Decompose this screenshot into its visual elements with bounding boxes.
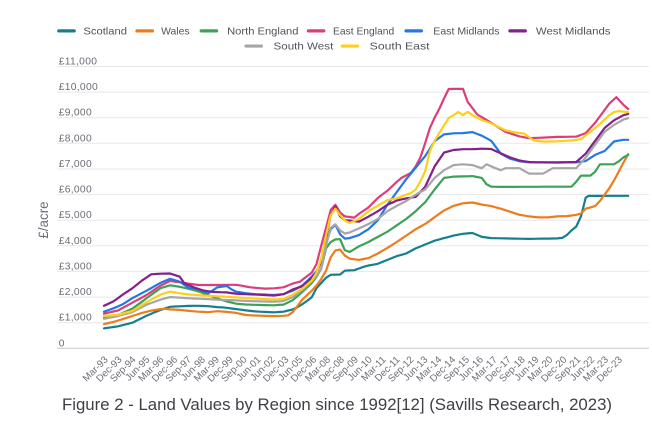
svg-text:£6,000: £6,000 <box>59 185 92 196</box>
svg-text:West Midlands: West Midlands <box>536 26 611 37</box>
svg-text:North England: North England <box>227 26 299 37</box>
svg-text:Scotland: Scotland <box>83 26 127 37</box>
svg-text:£10,000: £10,000 <box>59 82 98 93</box>
svg-text:£1,000: £1,000 <box>59 313 92 324</box>
svg-text:£11,000: £11,000 <box>59 57 98 68</box>
svg-text:Figure 2 - Land Values by Regi: Figure 2 - Land Values by Region since 1… <box>62 395 612 414</box>
svg-text:South East: South East <box>370 41 430 52</box>
svg-text:£7,000: £7,000 <box>59 159 92 170</box>
svg-text:South West: South West <box>274 41 334 52</box>
svg-text:£/acre: £/acre <box>36 201 51 238</box>
svg-text:East England: East England <box>333 26 395 37</box>
svg-text:0: 0 <box>59 338 65 349</box>
svg-text:£2,000: £2,000 <box>59 287 92 298</box>
svg-text:£8,000: £8,000 <box>59 133 92 144</box>
svg-text:£9,000: £9,000 <box>59 108 92 119</box>
svg-text:Wales: Wales <box>161 26 190 37</box>
svg-text:£3,000: £3,000 <box>59 261 92 272</box>
svg-text:East Midlands: East Midlands <box>433 26 499 37</box>
svg-text:£5,000: £5,000 <box>59 210 92 221</box>
svg-text:£4,000: £4,000 <box>59 236 92 247</box>
